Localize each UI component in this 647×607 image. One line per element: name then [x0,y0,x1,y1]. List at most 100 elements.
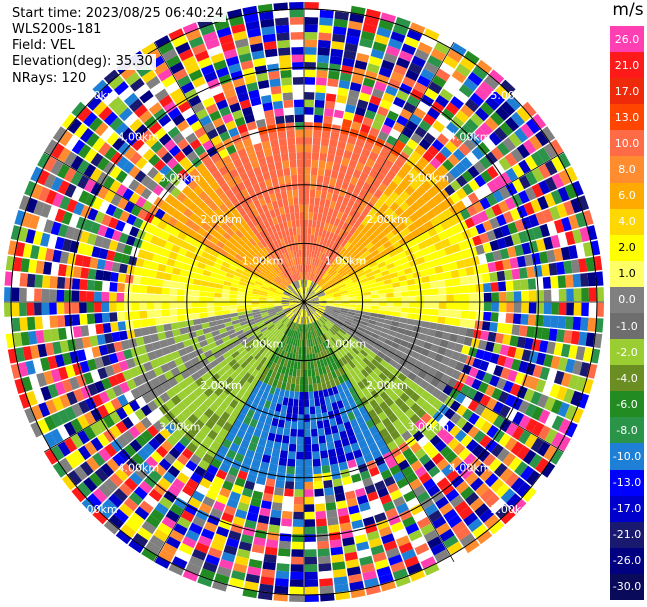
range-gate [277,341,284,349]
range-gate [157,68,173,82]
range-gate [304,77,316,85]
range-gate [399,382,409,393]
range-gate [307,272,311,280]
range-gate [482,372,493,384]
range-gate [406,454,419,466]
range-gate [291,182,298,191]
range-gate [238,207,247,217]
range-gate [385,547,401,559]
range-gate [316,320,322,328]
range-gate [360,226,370,235]
range-gate [224,189,235,199]
range-gate [334,333,341,341]
range-gate [530,437,544,453]
range-gate [218,391,229,401]
range-gate [398,50,414,62]
range-gate [444,366,455,377]
range-gate [188,331,197,339]
range-gate [359,247,368,255]
range-gate [312,313,319,321]
range-gate [329,200,337,210]
range-gate [296,265,300,273]
range-gate [59,457,73,474]
range-gate [199,285,208,292]
range-gate [321,412,329,421]
range-gate [290,305,298,309]
range-gate [293,92,304,100]
range-gate [437,346,447,356]
range-gate [126,378,137,391]
range-gate [391,226,401,236]
range-gate [553,342,564,356]
range-gate [203,471,215,483]
range-gate [341,197,350,206]
range-gate [280,69,292,79]
range-gate [486,425,499,439]
range-gate [322,284,330,290]
range-gate [423,373,434,384]
range-gate [59,130,73,147]
range-gate [325,365,331,374]
range-gate [370,290,379,295]
range-gate [103,478,118,493]
range-gate [401,126,414,139]
range-gate [314,398,321,407]
range-gate [370,544,385,556]
range-gate [279,315,287,321]
range-gate [345,35,360,46]
range-gate [304,2,319,10]
range-gate [464,375,476,387]
range-gate [356,99,369,110]
range-gate [315,287,323,294]
range-gate [378,19,394,31]
range-gate [308,331,312,339]
range-gate [182,419,194,430]
range-gate [213,262,222,270]
range-gate [226,253,235,261]
range-gate [286,405,293,414]
range-gate [267,333,274,341]
range-gate [420,348,430,357]
range-gate [182,22,199,35]
range-gate [169,529,185,543]
range-gate [318,24,333,34]
range-gate [201,275,210,282]
range-gate [83,477,98,493]
range-gate [266,275,274,282]
range-gate [160,230,171,241]
range-gate [416,75,431,88]
range-gate [263,447,273,456]
range-gate [572,316,582,331]
range-gate [339,311,348,316]
range-gate [221,512,234,523]
range-gate [310,257,314,266]
range-gate [137,526,153,541]
range-gate [255,371,263,380]
range-gate [327,372,334,381]
range-gate [323,373,330,382]
range-gate [317,548,330,557]
range-gate [222,285,231,291]
range-gate [300,234,304,243]
range-gate [20,331,30,346]
range-gate [436,477,450,490]
range-gate [131,293,140,302]
range-gate [428,509,443,523]
range-gate [219,462,231,474]
range-gate [103,69,120,85]
range-gate [137,249,147,259]
range-gate [180,333,190,342]
range-gate [280,254,286,262]
range-gate [73,201,85,216]
range-gate [465,491,480,506]
range-gate [333,298,342,301]
range-gate [195,509,209,521]
range-gate [250,42,264,53]
range-gate [38,402,51,418]
range-gate [430,281,439,289]
range-gate [318,367,324,376]
range-gate [236,291,245,296]
range-gate [77,106,92,123]
range-gate [315,405,322,414]
range-gate [424,237,434,247]
